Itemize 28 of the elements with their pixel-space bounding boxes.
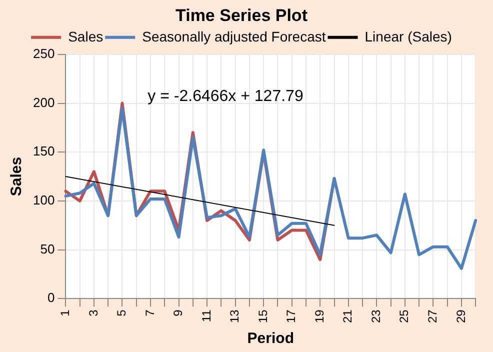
annotation: y = -2.6466x + 127.79 xyxy=(148,88,304,105)
legend-label: Linear (Sales) xyxy=(364,28,452,44)
x-tick-label: 29 xyxy=(454,309,468,324)
x-tick-label: 11 xyxy=(199,309,214,322)
y-tick-label: 250 xyxy=(32,46,55,61)
x-tick-label: 19 xyxy=(312,309,326,324)
x-tick-label: 5 xyxy=(114,309,129,316)
x-tick-label: 13 xyxy=(228,309,242,324)
x-tick-label: 21 xyxy=(340,309,355,324)
x-tick-label: 17 xyxy=(284,309,298,324)
y-tick-label: 200 xyxy=(32,94,55,110)
x-tick-label: 25 xyxy=(397,309,412,324)
x-tick-label: 7 xyxy=(142,309,157,316)
x-axis-title: Period xyxy=(247,330,294,348)
y-tick-label: 0 xyxy=(47,290,55,306)
legend-label: Sales xyxy=(68,28,104,44)
y-axis-title: Sales xyxy=(8,156,26,196)
chart-title: Time Series Plot xyxy=(176,6,308,25)
x-tick-label: 9 xyxy=(171,309,186,316)
x-tick-label: 15 xyxy=(256,309,270,324)
y-tick-label: 100 xyxy=(32,192,55,208)
x-tick-label: 3 xyxy=(86,309,100,316)
x-tick-label: 27 xyxy=(426,309,440,324)
y-tick-label: 150 xyxy=(32,144,55,159)
legend-label: Seasonally adjusted Forecast xyxy=(142,28,326,44)
x-tick-label: 1 xyxy=(58,309,72,316)
x-tick-label: 23 xyxy=(368,309,383,324)
y-tick-label: 50 xyxy=(40,241,55,256)
